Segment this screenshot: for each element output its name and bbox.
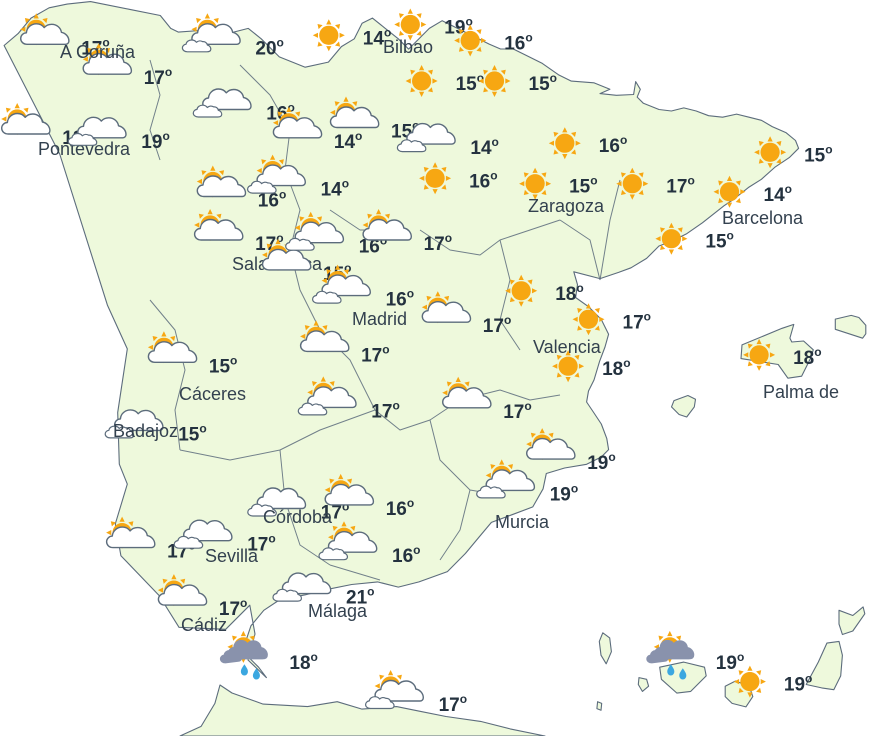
- svg-text:Badajoz: Badajoz: [113, 421, 178, 441]
- svg-text:19o: 19o: [784, 672, 812, 696]
- svg-text:Barcelona: Barcelona: [722, 208, 804, 228]
- svg-text:Murcia: Murcia: [495, 512, 550, 532]
- svg-text:18o: 18o: [602, 356, 630, 380]
- svg-text:17o: 17o: [439, 692, 467, 716]
- svg-text:Málaga: Málaga: [308, 601, 368, 621]
- svg-text:15o: 15o: [804, 142, 832, 166]
- svg-text:19o: 19o: [550, 481, 578, 505]
- svg-text:Cáceres: Cáceres: [179, 384, 246, 404]
- svg-text:Madrid: Madrid: [352, 309, 407, 329]
- svg-text:17o: 17o: [623, 309, 651, 333]
- svg-text:18o: 18o: [793, 345, 821, 369]
- svg-text:Córdoba: Córdoba: [263, 507, 333, 527]
- svg-text:15o: 15o: [705, 229, 733, 253]
- svg-text:Palma de: Palma de: [763, 382, 839, 402]
- svg-text:19o: 19o: [587, 450, 615, 474]
- svg-text:Valencia: Valencia: [533, 337, 602, 357]
- svg-text:A Coruña: A Coruña: [60, 42, 136, 62]
- svg-text:Zaragoza: Zaragoza: [528, 196, 605, 216]
- svg-text:16o: 16o: [504, 31, 532, 55]
- svg-text:Bilbao: Bilbao: [383, 37, 433, 57]
- svg-text:18o: 18o: [289, 650, 317, 674]
- svg-text:14o: 14o: [764, 182, 792, 206]
- svg-text:Cádiz: Cádiz: [181, 615, 227, 635]
- svg-text:19o: 19o: [716, 650, 744, 674]
- svg-text:20o: 20o: [255, 35, 283, 59]
